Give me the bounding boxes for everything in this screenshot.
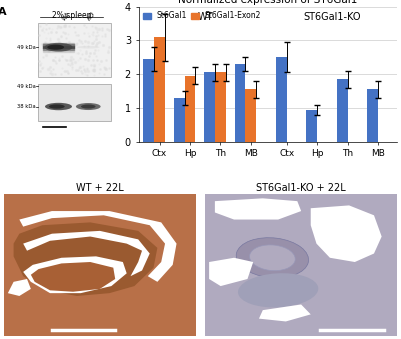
Ellipse shape [238,273,318,307]
Bar [184,76,195,142]
Polygon shape [259,304,311,321]
FancyBboxPatch shape [38,23,111,77]
Text: kO: kO [86,11,97,22]
Bar [337,79,348,142]
Polygon shape [311,205,382,262]
Bar [367,89,378,142]
Ellipse shape [45,43,73,52]
Text: A: A [0,7,7,17]
Ellipse shape [236,238,308,278]
Bar [215,73,226,142]
Text: 49 kDa: 49 kDa [17,84,35,89]
Text: 38 kDa: 38 kDa [17,104,35,109]
Ellipse shape [77,46,99,48]
Polygon shape [19,211,176,282]
Ellipse shape [81,104,95,108]
Text: ST6Gal1-KO: ST6Gal1-KO [304,12,361,22]
Text: WT: WT [197,12,213,22]
Title: Normalized expression of ST6Gal1: Normalized expression of ST6Gal1 [178,0,357,5]
Legend: St6Gal1, St6Gal1-Exon2: St6Gal1, St6Gal1-Exon2 [142,11,262,21]
Polygon shape [31,262,115,292]
Polygon shape [205,194,397,336]
Polygon shape [209,258,253,286]
Ellipse shape [249,245,295,271]
Polygon shape [23,231,150,276]
Bar [154,37,165,142]
Ellipse shape [47,45,64,50]
Bar [235,64,245,142]
Bar [204,73,215,142]
Ellipse shape [45,103,72,110]
Polygon shape [14,222,157,296]
Bar [245,89,256,142]
Bar [174,98,184,142]
FancyBboxPatch shape [38,84,111,121]
Title: ST6Gal1-KO + 22L: ST6Gal1-KO + 22L [256,183,346,193]
FancyBboxPatch shape [4,194,196,336]
Ellipse shape [49,104,65,109]
Bar [143,59,154,142]
Bar [276,57,287,142]
Polygon shape [215,198,301,220]
Ellipse shape [76,103,101,110]
Polygon shape [4,194,196,336]
Text: 49 kDa: 49 kDa [17,45,35,50]
FancyBboxPatch shape [205,194,397,336]
Text: 2% spleen: 2% spleen [52,11,91,20]
Bar [306,109,317,142]
Polygon shape [23,256,127,293]
Text: wt: wt [61,11,71,22]
Title: WT + 22L: WT + 22L [76,183,124,193]
Polygon shape [8,279,31,296]
